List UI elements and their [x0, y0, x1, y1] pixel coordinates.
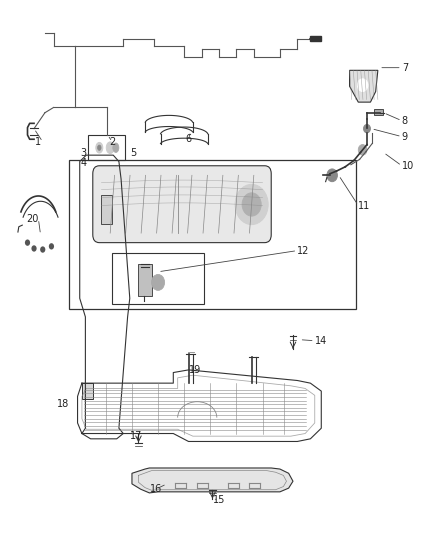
Circle shape: [357, 79, 368, 92]
Text: 3: 3: [80, 148, 86, 158]
Circle shape: [49, 243, 54, 249]
Text: 9: 9: [402, 132, 408, 142]
Bar: [374, 109, 383, 115]
Bar: [88, 135, 125, 160]
Text: 15: 15: [213, 495, 225, 505]
Bar: [82, 383, 93, 399]
Circle shape: [358, 144, 367, 155]
Bar: [138, 264, 152, 296]
Text: 17: 17: [130, 431, 142, 441]
FancyBboxPatch shape: [93, 166, 271, 243]
Text: 11: 11: [358, 200, 371, 211]
Circle shape: [32, 245, 37, 252]
Text: 7: 7: [402, 63, 408, 72]
Circle shape: [242, 193, 261, 216]
Text: 19: 19: [189, 365, 201, 375]
Ellipse shape: [96, 142, 103, 153]
Circle shape: [40, 246, 46, 253]
Text: 10: 10: [402, 161, 414, 171]
Ellipse shape: [106, 142, 114, 154]
Bar: [113, 253, 204, 304]
Ellipse shape: [113, 143, 119, 152]
Text: 12: 12: [297, 246, 310, 256]
Text: 5: 5: [130, 148, 136, 158]
Circle shape: [364, 124, 371, 133]
Circle shape: [152, 274, 165, 290]
Polygon shape: [132, 468, 293, 493]
Text: 14: 14: [315, 336, 327, 346]
Text: 20: 20: [26, 214, 39, 224]
Text: 2: 2: [109, 137, 116, 147]
Text: 8: 8: [402, 116, 408, 126]
Text: 6: 6: [185, 134, 191, 144]
Text: 4: 4: [80, 158, 86, 168]
Circle shape: [327, 169, 337, 182]
Bar: [101, 195, 112, 224]
Text: 1: 1: [35, 137, 42, 147]
Text: 18: 18: [57, 399, 69, 409]
Bar: [311, 36, 321, 41]
Polygon shape: [350, 70, 378, 102]
Bar: [69, 160, 356, 309]
Circle shape: [235, 184, 268, 224]
Circle shape: [25, 239, 30, 246]
Ellipse shape: [98, 145, 101, 150]
Text: 16: 16: [150, 484, 162, 494]
